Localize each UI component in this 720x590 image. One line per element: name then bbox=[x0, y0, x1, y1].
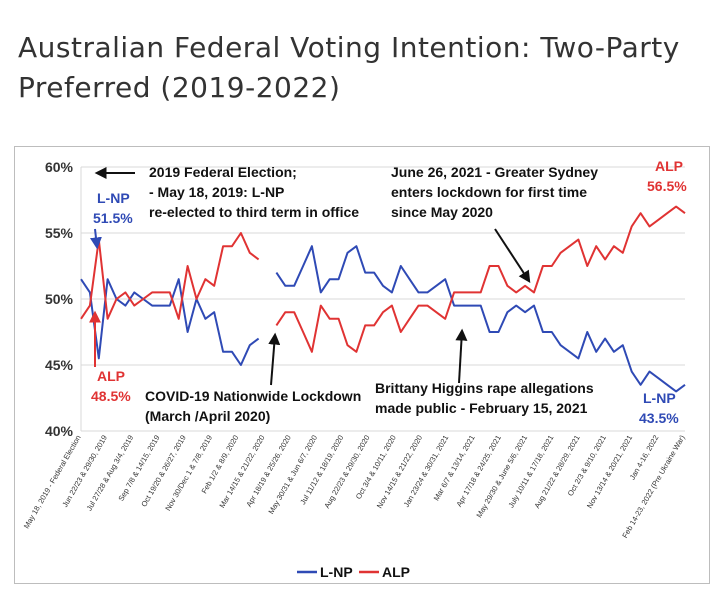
series-layer bbox=[80, 205, 686, 393]
start-lnp-name: L-NP bbox=[97, 190, 130, 206]
higgins-annotation-line-1: Brittany Higgins rape allegations bbox=[375, 380, 594, 396]
y-axis-ticks: 40% 45% 50% 55% 60% bbox=[45, 159, 74, 439]
covid-arrow bbox=[268, 332, 281, 386]
y-tick-label: 55% bbox=[45, 225, 74, 241]
page-title: Australian Federal Voting Intention: Two… bbox=[18, 31, 680, 104]
election-annotation: 2019 Federal Election; - May 18, 2019: L… bbox=[149, 164, 359, 220]
start-lnp-arrow bbox=[89, 228, 102, 250]
end-lnp-value: 43.5% bbox=[639, 410, 679, 426]
start-lnp-value: 51.5% bbox=[93, 210, 133, 226]
sydney-annotation-line-1: June 26, 2021 - Greater Sydney bbox=[391, 164, 598, 180]
end-alp-label: ALP 56.5% bbox=[647, 158, 687, 194]
election-annotation-line-2: - May 18, 2019: L-NP bbox=[149, 184, 284, 200]
start-alp-name: ALP bbox=[97, 368, 125, 384]
annotation-arrows bbox=[89, 167, 531, 386]
end-alp-name: ALP bbox=[655, 158, 683, 174]
end-alp-value: 56.5% bbox=[647, 178, 687, 194]
x-tick-label: May 30/31 & Jun 6/7, 2020 bbox=[266, 434, 319, 516]
higgins-arrow bbox=[455, 328, 468, 384]
election-annotation-line-3: re-elected to third term in office bbox=[149, 204, 359, 220]
x-tick-label: Aug 22/23 & 29/30, 2020 bbox=[322, 434, 371, 510]
chart-frame: 40% 45% 50% 55% 60% May 18, 2019 - Federal E… bbox=[14, 146, 710, 584]
y-tick-label: 40% bbox=[45, 423, 74, 439]
start-alp-value: 48.5% bbox=[91, 388, 131, 404]
voting-intention-chart: 40% 45% 50% 55% 60% May 18, 2019 - Federal E… bbox=[22, 158, 687, 580]
y-tick-label: 45% bbox=[45, 357, 74, 373]
sydney-annotation-line-3: since May 2020 bbox=[391, 204, 493, 220]
election-annotation-line-1: 2019 Federal Election; bbox=[149, 164, 297, 180]
x-tick-label: Jul 27/28 & Aug 3/4, 2019 bbox=[85, 434, 136, 513]
legend-alp-label: ALP bbox=[382, 564, 410, 580]
x-tick-label: Nov 14/15 & 21/22, 2020 bbox=[375, 434, 424, 510]
x-tick-label: Aug 21/22 & 28/29, 2021 bbox=[532, 434, 581, 510]
covid-annotation-line-1: COVID-19 Nationwide Lockdown bbox=[145, 388, 361, 404]
higgins-annotation-line-2: made public - February 15, 2021 bbox=[375, 400, 588, 416]
end-lnp-label: L-NP 43.5% bbox=[639, 390, 679, 426]
start-lnp-label: L-NP 51.5% bbox=[93, 190, 133, 226]
x-tick-label: May 29/30 & June 5/6, 2021 bbox=[474, 434, 529, 520]
x-tick-label: Nov 13/14 & 20/21, 2021 bbox=[585, 434, 634, 510]
start-alp-label: ALP 48.5% bbox=[91, 368, 131, 404]
end-lnp-name: L-NP bbox=[643, 390, 676, 406]
series-line-alp bbox=[80, 232, 260, 320]
series-line-alp bbox=[275, 205, 686, 353]
covid-annotation-line-2: (March /April 2020) bbox=[145, 408, 270, 424]
covid-lockdown-annotation: COVID-19 Nationwide Lockdown (March /Apr… bbox=[145, 388, 361, 424]
sydney-lockdown-annotation: June 26, 2021 - Greater Sydney enters lo… bbox=[391, 164, 598, 220]
higgins-annotation: Brittany Higgins rape allegations made p… bbox=[375, 380, 594, 416]
legend: L-NP ALP bbox=[297, 564, 410, 580]
sydney-arrow bbox=[494, 228, 531, 284]
x-tick-label: Nov 30/Dec 1 & 7/8, 2019 bbox=[163, 434, 214, 513]
legend-lnp-label: L-NP bbox=[320, 564, 353, 580]
y-tick-label: 50% bbox=[45, 291, 74, 307]
sydney-annotation-line-2: enters lockdown for first time bbox=[391, 184, 587, 200]
series-line-lnp bbox=[275, 245, 686, 393]
y-tick-label: 60% bbox=[45, 159, 74, 175]
series-line-lnp bbox=[80, 278, 260, 366]
